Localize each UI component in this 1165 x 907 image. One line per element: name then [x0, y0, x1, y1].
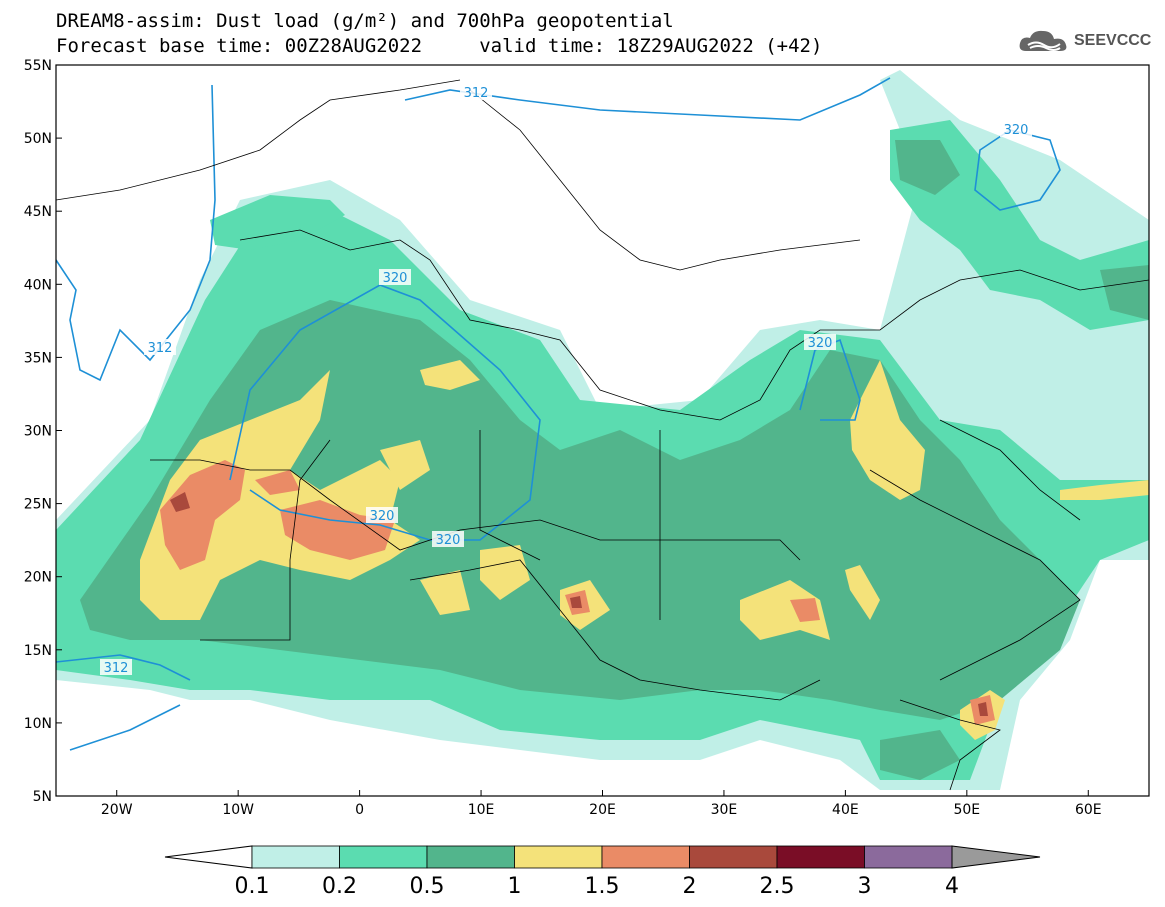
contour-label: 320 — [436, 533, 461, 548]
contour-label-bg — [432, 531, 464, 547]
lat-tick-label: 40N — [24, 277, 52, 293]
longitude-axis: 20W 10W 0 10E 20E 30E 40E 50E 60E — [101, 790, 1102, 818]
colorbar-tick-label: 0.1 — [235, 874, 270, 899]
lat-tick-label: 20N — [24, 570, 52, 586]
geopotential-contours — [56, 77, 1061, 751]
map-title: DREAM8-assim: Dust load (g/m²) and 700hP… — [56, 10, 674, 32]
lat-tick-label: 30N — [24, 424, 52, 440]
contour-label: 320 — [1004, 123, 1029, 138]
contour-label: 312 — [464, 86, 489, 101]
colorbar-tick-label: 2.5 — [760, 874, 795, 899]
logo-text: SEEVCCC — [1074, 32, 1152, 49]
lat-tick-label: 35N — [24, 350, 52, 366]
colorbar-tick-label: 1.5 — [585, 874, 620, 899]
seevccc-logo: SEEVCCC — [1018, 27, 1151, 55]
lat-tick-label: 50N — [24, 131, 52, 147]
contour-label-bg — [379, 269, 411, 285]
lat-tick-label: 25N — [24, 497, 52, 513]
colorbar-segment — [776, 845, 865, 869]
lat-tick-label: 55N — [24, 58, 52, 74]
colorbar-segment — [689, 845, 778, 869]
lon-tick-label: 30E — [711, 802, 738, 818]
country-borders — [56, 79, 1149, 791]
lat-tick-label: 15N — [24, 643, 52, 659]
lat-tick-label: 45N — [24, 204, 52, 220]
colorbar-tick-label: 1 — [508, 874, 522, 899]
colorbar-tick-label: 4 — [945, 874, 959, 899]
lon-tick-label: 50E — [953, 802, 980, 818]
colorbar-low-arrow — [164, 845, 253, 869]
lon-tick-label: 10W — [222, 802, 254, 818]
lat-tick-label: 10N — [24, 716, 52, 732]
contour-label: 320 — [383, 271, 408, 286]
colorbar-tick-label: 2 — [683, 874, 697, 899]
colorbar-high-arrow — [951, 845, 1041, 869]
lat-tick-label: 5N — [33, 789, 52, 805]
contour-label-bg — [366, 507, 398, 523]
contour-label-group: 312 312 320 320 320 320 320 312 — [100, 84, 1032, 676]
contour-label: 312 — [148, 341, 173, 356]
dust-fields — [56, 65, 1149, 796]
contour-label: 320 — [808, 336, 833, 351]
colorbar-segment — [864, 845, 953, 869]
contour-label-bg — [460, 84, 492, 100]
contour-label-bg — [100, 659, 132, 675]
contour-label-bg — [144, 339, 176, 355]
colorbar-tick-label: 0.5 — [410, 874, 445, 899]
contour-label-bg — [804, 334, 836, 350]
lon-tick-label: 60E — [1075, 802, 1102, 818]
contour-label-bg — [1000, 121, 1032, 137]
colorbar-segment — [426, 845, 515, 869]
forecast-times: Forecast base time: 00Z28AUG2022 valid t… — [56, 35, 823, 57]
lon-tick-label: 40E — [832, 802, 859, 818]
colorbar-segment — [339, 845, 428, 869]
colorbar-segment — [601, 845, 690, 869]
colorbar-tick-label: 0.2 — [322, 874, 357, 899]
lon-tick-label: 0 — [355, 802, 364, 818]
colorbar-tick-label: 3 — [858, 874, 872, 899]
contour-label: 312 — [104, 661, 129, 676]
colorbar: 0.1 0.2 0.5 1 1.5 2 2.5 3 4 — [164, 845, 1041, 899]
cloud-icon — [1019, 30, 1067, 51]
lon-tick-label: 20E — [589, 802, 616, 818]
colorbar-segment — [514, 845, 603, 869]
colorbar-segment — [251, 845, 340, 869]
latitude-axis: 55N 50N 45N 40N 35N 30N 25N 20N 15N 10N 5N — [24, 58, 62, 805]
contour-label: 320 — [370, 509, 395, 524]
lon-tick-label: 10E — [468, 802, 495, 818]
lon-tick-label: 20W — [101, 802, 133, 818]
